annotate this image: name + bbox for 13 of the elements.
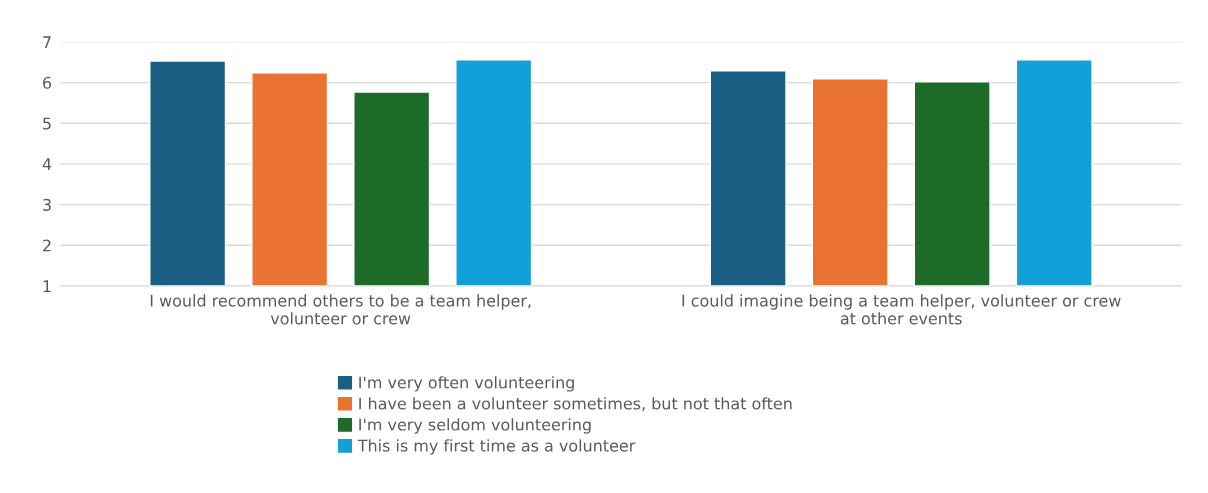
x-tick-label: I could imagine being a team helper, volunteer or crew at other events [682, 294, 1121, 325]
y-tick-label: 3 [43, 198, 51, 211]
y-tick-label: 5 [43, 117, 51, 130]
y-tick-label: 2 [43, 239, 51, 252]
y-tick-label: 4 [42, 158, 52, 170]
y-tick-label: 1 [43, 280, 51, 293]
x-tick-label: I would recommend others to be a team helper, volunteer or crew [150, 294, 531, 325]
legend-label: I'm very seldom volunteering [359, 418, 591, 434]
legend-label: This is my first time as a volunteer [357, 439, 636, 455]
legend-label: I have been a volunteer sometimes, but not that often [359, 397, 792, 412]
y-tick-label: 6 [43, 76, 52, 89]
legend-label: I'm very often volunteering [359, 376, 574, 392]
y-tick-label: 7 [43, 36, 51, 48]
